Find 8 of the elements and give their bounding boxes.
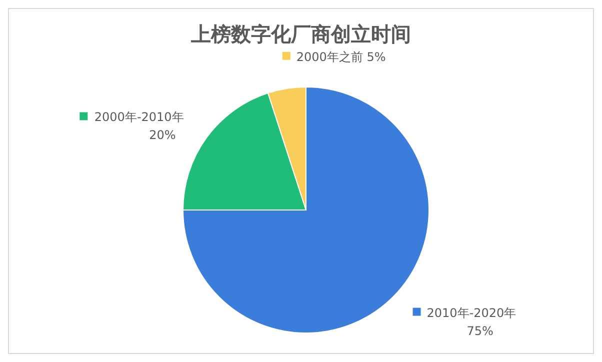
pie-slice (182, 86, 430, 334)
legend-label: 2000年-2010年 (94, 110, 184, 124)
data-label: 20% (149, 128, 176, 142)
legend-label: 2010年-2020年 (426, 306, 516, 320)
legend-label: 2000年之前 (296, 50, 363, 64)
data-label: 5% (366, 50, 386, 64)
chart-title: 上榜数字化厂商创立时间 (190, 21, 412, 48)
data-label: 75% (466, 324, 494, 338)
